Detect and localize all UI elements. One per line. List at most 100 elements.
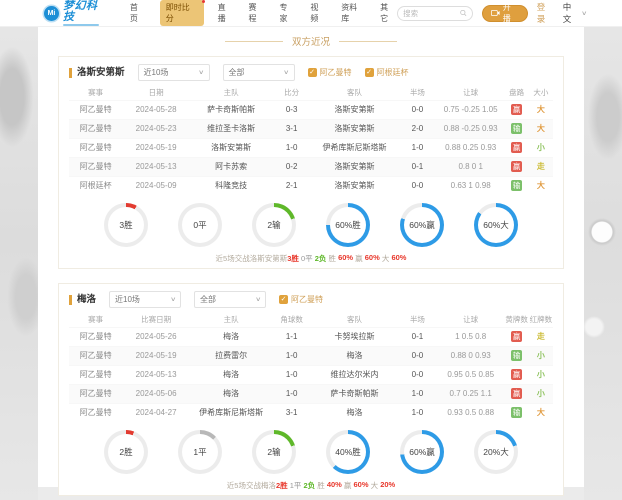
team-panel-2: 梅洛 近10场 ∨ 全部 ∨ ✓ 阿乙曼特 赛事 比赛日期 主队 角球数 客队 半场 让球 黄牌数 红牌数 阿乙… <box>58 283 564 496</box>
size-indicator: 小 <box>536 143 545 152</box>
cell-date: 2024-05-13 <box>122 156 190 176</box>
donut-chart: 60%胜 <box>326 203 370 247</box>
table-row: 阿乙曼特 2024-05-06 梅洛 1-0 萨卡奇斯帕斯 1-0 0.7 0.25 1.1… <box>69 383 553 403</box>
cell-handicap: 0.7 0.25 1.1 <box>436 383 505 403</box>
donut-chart: 60%赢 <box>400 430 444 474</box>
search-icon <box>460 9 467 16</box>
range-filter-select[interactable]: 近10场 ∨ <box>137 64 210 81</box>
cell-result: 输 <box>504 175 529 195</box>
right-photo-strip <box>584 27 622 500</box>
nav-item-视频[interactable]: 视频 <box>310 3 319 23</box>
nav-item-赛程[interactable]: 赛程 <box>248 3 257 23</box>
type-filter-select[interactable]: 全部 ∨ <box>194 291 267 308</box>
donut-chart: 60%大 <box>474 203 518 247</box>
table-row: 阿根廷杯 2024-05-09 科隆竞技 2-1 洛斯安第斯 0-0 0.63 1 0.98… <box>69 175 553 195</box>
cell-league: 阿乙曼特 <box>69 345 123 365</box>
size-indicator: 走 <box>536 332 545 341</box>
range-filter-select[interactable]: 近10场 ∨ <box>109 291 182 308</box>
donut-chart: 2胜 <box>104 430 148 474</box>
summary-segment: 胜 <box>315 481 327 490</box>
cell-date: 2024-05-19 <box>122 345 190 365</box>
cell-result: 赢 <box>504 364 529 384</box>
summary-segment: 2负 <box>314 254 327 263</box>
cell-home-team: 梅洛 <box>189 383 273 403</box>
cell-over-under: 大 <box>528 118 553 138</box>
cell-score: 3-1 <box>272 402 311 422</box>
cell-result: 赢 <box>504 99 529 119</box>
cell-half-score: 0-0 <box>398 99 437 119</box>
nav-item-专家[interactable]: 专家 <box>279 3 288 23</box>
cell-date: 2024-05-26 <box>122 326 190 346</box>
broadcast-button[interactable]: 开播 <box>481 3 528 23</box>
matches-table: 赛事 日期 主队 比分 客队 半场 让球 盘路 大小 阿乙曼特 2024-05-28 萨卡奇斯帕斯 0-… <box>69 86 553 195</box>
cell-away-team: 萨卡奇斯帕斯 <box>310 383 399 403</box>
cell-home-team: 维拉圣卡洛斯 <box>189 118 273 138</box>
cell-handicap: 1 0.5 0.8 <box>436 326 505 346</box>
result-badge: 输 <box>511 180 523 192</box>
range-filter-select-value: 近10场 <box>143 68 169 77</box>
content-card: 双方近况 洛斯安第斯 近10场 ∨ 全部 ∨ ✓ 阿乙曼特 ✓ 阿根廷杯 赛事 日期 主队 比分 客队 半场… <box>38 27 584 496</box>
nav-item-资料库[interactable]: 资料库 <box>341 3 358 23</box>
donut-label: 20%大 <box>478 434 514 470</box>
donut-chart: 0平 <box>178 203 222 247</box>
cell-handicap: 0.93 0.5 0.88 <box>436 402 505 422</box>
filter-row: 梅洛 近10场 ∨ 全部 ∨ ✓ 阿乙曼特 <box>69 289 553 310</box>
cell-date: 2024-05-06 <box>122 383 190 403</box>
league-checkbox-阿乙曼特[interactable]: ✓ 阿乙曼特 <box>279 294 323 305</box>
cell-league: 阿乙曼特 <box>69 156 123 176</box>
donut-label: 40%胜 <box>330 434 366 470</box>
donut-chart: 40%胜 <box>326 430 370 474</box>
checkbox-checked-icon: ✓ <box>364 68 374 77</box>
nav-item-即时比分[interactable]: 即时比分 <box>159 0 205 26</box>
panel-team-name: 梅洛 <box>69 294 96 305</box>
league-checkbox-阿根廷杯[interactable]: ✓ 阿根廷杯 <box>364 67 409 78</box>
league-checkbox-阿乙曼特[interactable]: ✓ 阿乙曼特 <box>307 67 352 78</box>
column-header: 主队 <box>223 315 239 325</box>
donut-chart: 2输 <box>252 203 296 247</box>
cell-score: 1-0 <box>272 345 311 365</box>
cell-score: 0-2 <box>272 156 311 176</box>
search-input[interactable] <box>403 8 458 18</box>
donut-label: 3胜 <box>108 207 144 243</box>
table-row: 阿乙曼特 2024-04-27 伊希库斯尼斯塔斯 3-1 梅洛 1-0 0.93 0.5 0… <box>69 402 553 422</box>
cell-half-score: 0-0 <box>398 345 437 365</box>
cell-result: 赢 <box>504 156 529 176</box>
cell-over-under: 小 <box>528 137 553 157</box>
title-line-right <box>339 40 397 42</box>
summary-segment: 60% <box>353 480 369 489</box>
nav-item-首页[interactable]: 首页 <box>129 3 138 23</box>
video-camera-icon <box>490 10 500 16</box>
summary-segment: 0平 <box>298 254 315 263</box>
cell-away-team: 梅洛 <box>310 345 399 365</box>
nav-item-直播[interactable]: 直播 <box>217 3 226 23</box>
donut-label: 60%大 <box>478 207 514 243</box>
cell-handicap: 0.8 0 1 <box>436 156 505 176</box>
table-row: 阿乙曼特 2024-05-19 拉费雷尔 1-0 梅洛 0-0 0.88 0 0.93 输 小 <box>69 345 553 365</box>
logo-icon: Mi <box>44 5 59 21</box>
result-badge: 输 <box>511 407 523 419</box>
checkbox-checked-icon: ✓ <box>307 68 317 77</box>
result-badge: 赢 <box>511 161 523 172</box>
language-selector[interactable]: 中文 ∨ <box>563 1 587 25</box>
cell-handicap: 0.75 -0.25 1.05 <box>436 99 505 119</box>
cell-over-under: 走 <box>528 156 553 176</box>
nav-item-其它[interactable]: 其它 <box>380 3 389 23</box>
cell-handicap: 0.88 0.25 0.93 <box>436 137 505 157</box>
matches-table: 赛事 比赛日期 主队 角球数 客队 半场 让球 黄牌数 红牌数 阿乙曼特 2024-05-26 梅洛 1… <box>69 313 553 422</box>
summary-segment: 胜 <box>326 254 339 263</box>
cell-score: 2-1 <box>272 175 311 195</box>
donut-label: 2输 <box>256 434 292 470</box>
cell-home-team: 萨卡奇斯帕斯 <box>189 99 273 119</box>
search-box[interactable] <box>397 5 473 21</box>
donut-chart: 1平 <box>178 430 222 474</box>
title-line-left <box>224 40 283 42</box>
login-link[interactable]: 登录 <box>536 2 546 24</box>
cell-over-under: 小 <box>528 345 553 365</box>
type-filter-select[interactable]: 全部 ∨ <box>222 64 295 81</box>
column-header: 红牌数 <box>529 315 553 325</box>
cell-result: 输 <box>504 402 529 422</box>
chevron-down-icon: ∨ <box>198 70 205 76</box>
cell-league: 阿乙曼特 <box>69 383 123 403</box>
site-logo[interactable]: Mi 梦幻科技 <box>44 0 109 26</box>
